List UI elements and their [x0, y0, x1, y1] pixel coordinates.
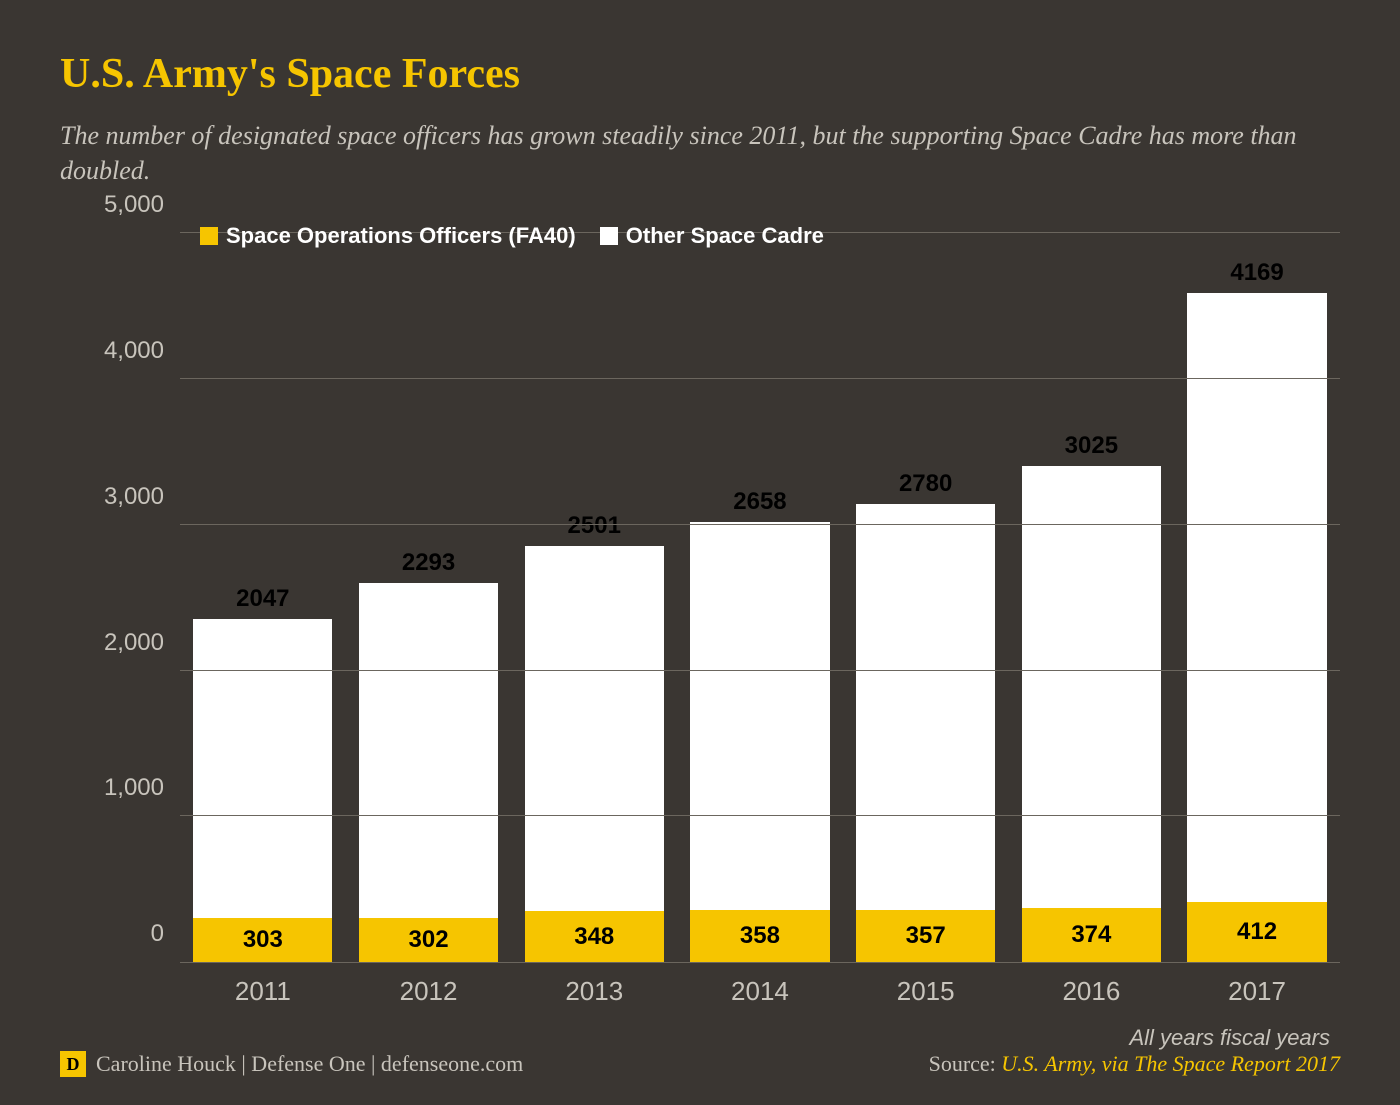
gridline	[180, 378, 1340, 379]
bar-top-value-label: 3025	[1022, 432, 1161, 460]
source-prefix: Source:	[929, 1051, 1002, 1076]
x-tick-label: 2014	[690, 968, 829, 1013]
y-tick-label: 0	[151, 920, 164, 948]
bar-column: 2501348	[525, 546, 664, 962]
subtitle: The number of designated space officers …	[60, 118, 1340, 188]
footer-left: D Caroline Houck | Defense One | defense…	[60, 1051, 523, 1077]
x-tick-label: 2016	[1022, 968, 1161, 1013]
legend-item: Space Operations Officers (FA40)	[200, 223, 576, 249]
bar-segment-fa40: 348	[525, 911, 664, 962]
y-tick-label: 4,000	[104, 337, 164, 365]
bar-top-value-label: 2293	[359, 549, 498, 577]
bar-top-value-label: 2047	[193, 585, 332, 613]
bar-top-value-label: 2658	[690, 488, 829, 516]
bar-segment-other-cadre	[690, 522, 829, 910]
bar-segment-other-cadre	[193, 619, 332, 918]
bar-segment-other-cadre	[1022, 466, 1161, 908]
x-tick-label: 2015	[856, 968, 995, 1013]
bar-column: 3025374	[1022, 466, 1161, 962]
bar-segment-other-cadre	[525, 546, 664, 911]
y-tick-label: 5,000	[104, 191, 164, 219]
chart-note: All years fiscal years	[60, 1025, 1330, 1051]
plot-area: 2047303229330225013482658358278035730253…	[180, 233, 1340, 963]
bars-container: 2047303229330225013482658358278035730253…	[180, 233, 1340, 962]
x-axis-labels: 2011 2012 2013 2014 2015 2016 2017	[180, 968, 1340, 1013]
footer-right: Source: U.S. Army, via The Space Report …	[929, 1051, 1340, 1077]
legend-item: Other Space Cadre	[600, 223, 824, 249]
bar-segment-other-cadre	[856, 504, 995, 910]
bar-column: 4169412	[1187, 293, 1326, 962]
bar-column: 2293302	[359, 583, 498, 962]
bar-segment-fa40: 358	[690, 910, 829, 962]
bar-segment-fa40: 374	[1022, 908, 1161, 963]
bar-top-value-label: 2780	[856, 470, 995, 498]
bar-top-value-label: 2501	[525, 512, 664, 540]
bar-segment-other-cadre	[359, 583, 498, 918]
bar-segment-other-cadre	[1187, 293, 1326, 902]
y-tick-label: 3,000	[104, 483, 164, 511]
footer: D Caroline Houck | Defense One | defense…	[60, 1051, 1340, 1077]
bar-segment-fa40: 303	[193, 918, 332, 962]
legend-swatch	[200, 227, 218, 245]
chart: Space Operations Officers (FA40) Other S…	[90, 223, 1340, 1013]
logo-icon: D	[60, 1051, 86, 1077]
x-tick-label: 2017	[1187, 968, 1326, 1013]
source-link[interactable]: U.S. Army, via The Space Report 2017	[1001, 1051, 1340, 1076]
bar-segment-fa40: 302	[359, 918, 498, 962]
legend-label: Other Space Cadre	[626, 223, 824, 249]
x-tick-label: 2012	[359, 968, 498, 1013]
x-tick-label: 2013	[525, 968, 664, 1013]
bar-column: 2780357	[856, 504, 995, 962]
y-tick-label: 1,000	[104, 774, 164, 802]
bar-segment-fa40: 357	[856, 910, 995, 962]
byline: Caroline Houck | Defense One | defenseon…	[96, 1051, 523, 1077]
y-tick-label: 2,000	[104, 629, 164, 657]
bar-top-value-label: 4169	[1187, 259, 1326, 287]
bar-column: 2658358	[690, 522, 829, 962]
gridline	[180, 670, 1340, 671]
legend-swatch	[600, 227, 618, 245]
legend-label: Space Operations Officers (FA40)	[226, 223, 576, 249]
bar-segment-fa40: 412	[1187, 902, 1326, 962]
gridline	[180, 524, 1340, 525]
gridline	[180, 815, 1340, 816]
page-title: U.S. Army's Space Forces	[60, 50, 1340, 98]
legend: Space Operations Officers (FA40) Other S…	[200, 223, 842, 251]
x-tick-label: 2011	[193, 968, 332, 1013]
